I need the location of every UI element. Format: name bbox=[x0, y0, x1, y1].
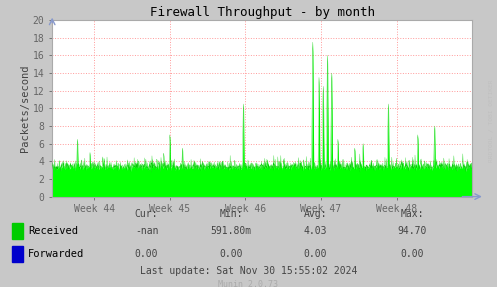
Text: -nan: -nan bbox=[135, 226, 159, 236]
Text: Received: Received bbox=[28, 226, 79, 236]
Title: Firewall Throughput - by month: Firewall Throughput - by month bbox=[150, 6, 375, 19]
Text: 0.00: 0.00 bbox=[219, 249, 243, 259]
Text: 591.80m: 591.80m bbox=[211, 226, 251, 236]
Y-axis label: Packets/second: Packets/second bbox=[20, 65, 30, 152]
Text: 0.00: 0.00 bbox=[135, 249, 159, 259]
Text: Cur:: Cur: bbox=[135, 209, 159, 219]
Text: 94.70: 94.70 bbox=[398, 226, 427, 236]
Text: Max:: Max: bbox=[401, 209, 424, 219]
Text: Last update: Sat Nov 30 15:55:02 2024: Last update: Sat Nov 30 15:55:02 2024 bbox=[140, 266, 357, 276]
Text: 0.00: 0.00 bbox=[304, 249, 328, 259]
Text: Forwarded: Forwarded bbox=[28, 249, 84, 259]
Text: RRDTOOL / TOBI OETIKER: RRDTOOL / TOBI OETIKER bbox=[489, 79, 494, 162]
Text: Min:: Min: bbox=[219, 209, 243, 219]
Text: 4.03: 4.03 bbox=[304, 226, 328, 236]
Text: 0.00: 0.00 bbox=[401, 249, 424, 259]
Text: Munin 2.0.73: Munin 2.0.73 bbox=[219, 280, 278, 287]
Text: Avg:: Avg: bbox=[304, 209, 328, 219]
